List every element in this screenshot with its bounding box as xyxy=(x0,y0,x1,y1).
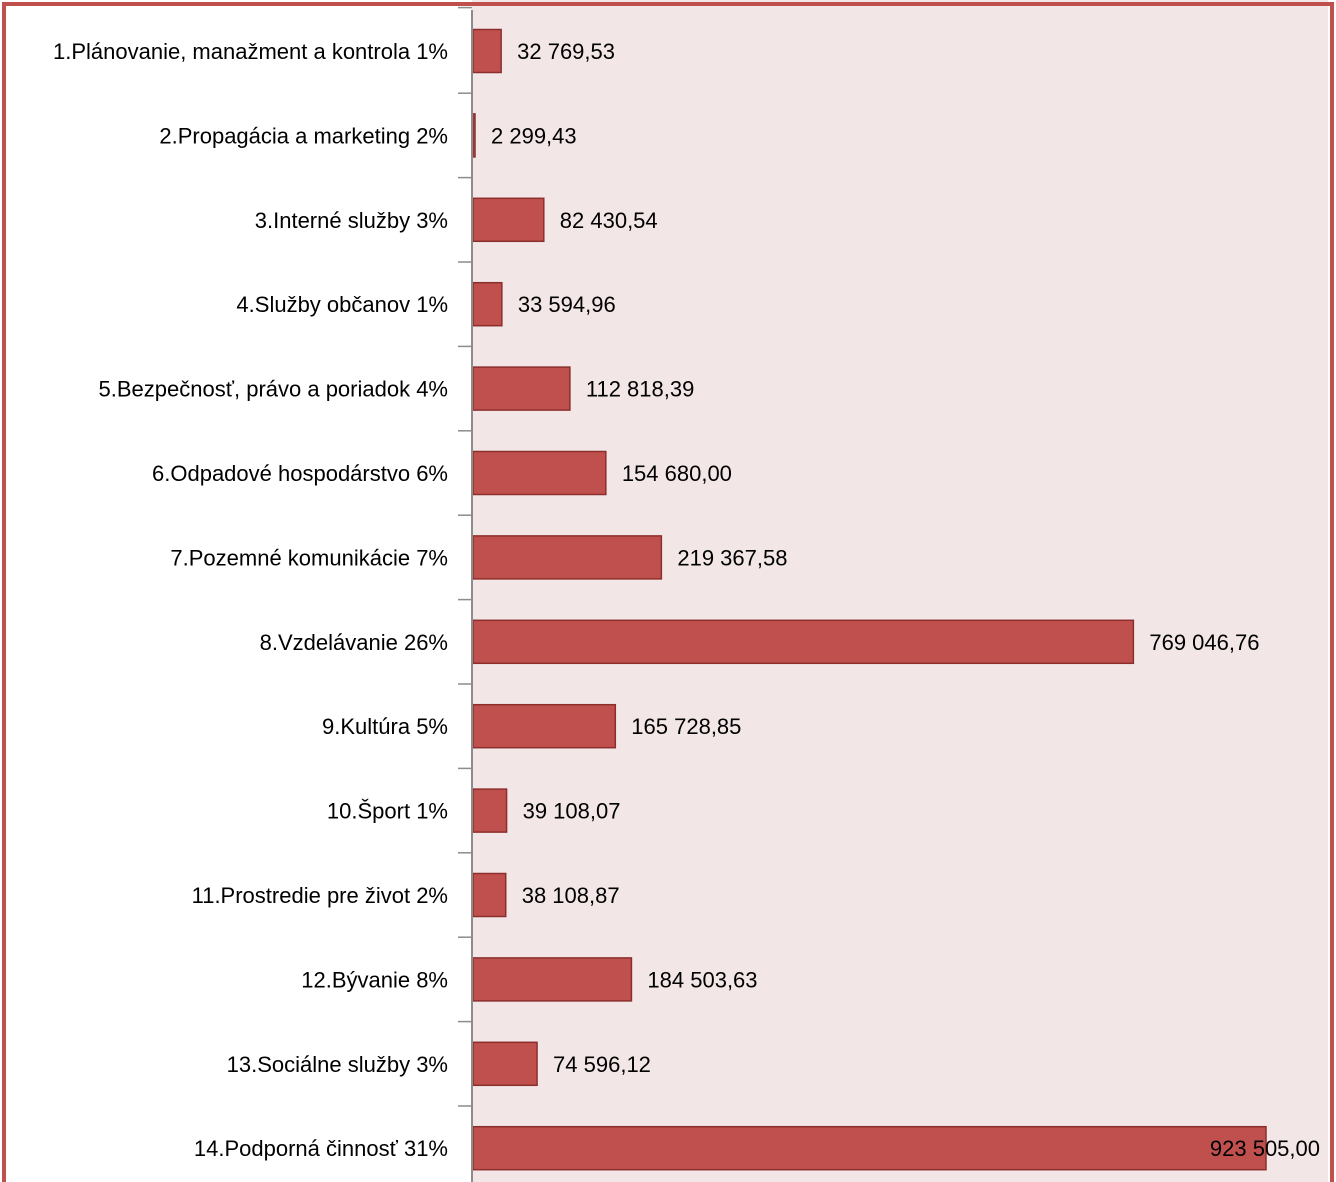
bar-9 xyxy=(472,703,617,749)
bar-6 xyxy=(472,450,607,496)
bar-8 xyxy=(472,619,1135,665)
category-label-1: 1.Plánovanie, manažment a kontrola 1% xyxy=(53,39,448,64)
category-label-11: 11.Prostredie pre život 2% xyxy=(192,883,448,908)
value-label-10: 39 108,07 xyxy=(523,799,621,824)
value-label-14: 923 505,00 xyxy=(1210,1136,1320,1161)
value-label-8: 769 046,76 xyxy=(1149,630,1259,655)
value-label-9: 165 728,85 xyxy=(631,714,741,739)
category-label-7: 7.Pozemné komunikácie 7% xyxy=(170,545,448,570)
bar-7 xyxy=(472,535,663,580)
bar-12 xyxy=(472,957,633,1002)
bar-14 xyxy=(472,1125,1267,1171)
bar-1 xyxy=(472,28,502,74)
category-label-8: 8.Vzdelávanie 26% xyxy=(260,630,448,655)
bar-3 xyxy=(472,197,545,243)
bar-2 xyxy=(472,113,476,158)
value-label-4: 33 594,96 xyxy=(518,292,616,317)
value-label-13: 74 596,12 xyxy=(553,1052,651,1077)
bar-5 xyxy=(472,366,571,411)
category-label-9: 9.Kultúra 5% xyxy=(322,714,448,739)
value-label-5: 112 818,39 xyxy=(586,377,694,402)
value-label-12: 184 503,63 xyxy=(647,967,757,992)
value-label-7: 219 367,58 xyxy=(677,545,787,570)
category-label-12: 12.Bývanie 8% xyxy=(301,967,448,992)
category-label-14: 14.Podporná činnosť 31% xyxy=(194,1136,448,1161)
category-label-2: 2.Propagácia a marketing 2% xyxy=(159,123,448,148)
category-label-5: 5.Bezpečnosť, právo a poriadok 4% xyxy=(99,377,448,402)
bar-11 xyxy=(472,872,507,918)
value-label-11: 38 108,87 xyxy=(522,883,620,908)
category-label-3: 3.Interné služby 3% xyxy=(255,208,448,233)
category-label-4: 4.Služby občanov 1% xyxy=(236,292,448,317)
value-label-1: 32 769,53 xyxy=(517,39,615,64)
bar-4 xyxy=(472,281,503,327)
value-label-6: 154 680,00 xyxy=(622,461,732,486)
plot-area xyxy=(472,0,1328,1182)
category-label-10: 10.Šport 1% xyxy=(327,799,448,824)
category-label-13: 13.Sociálne služby 3% xyxy=(227,1052,448,1077)
bar-10 xyxy=(472,788,508,833)
value-label-3: 82 430,54 xyxy=(560,208,658,233)
category-label-6: 6.Odpadové hospodárstvo 6% xyxy=(152,461,448,486)
value-label-2: 2 299,43 xyxy=(491,123,577,148)
bar-13 xyxy=(472,1041,538,1087)
